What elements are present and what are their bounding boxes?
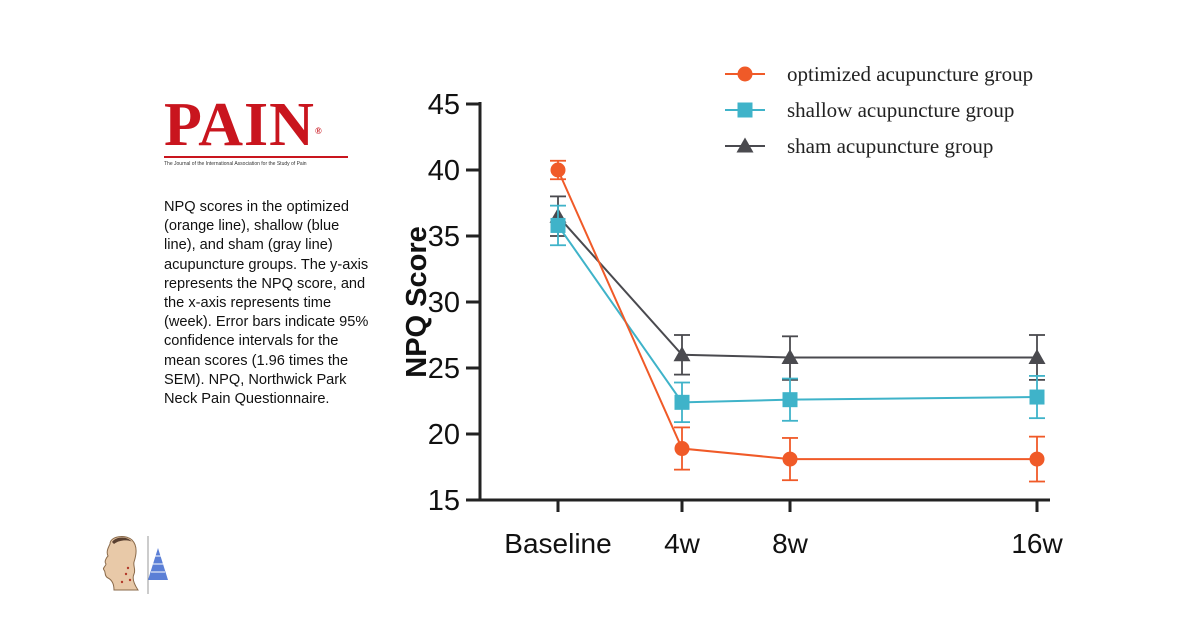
data-point-1-0 [550,217,566,233]
series-1 [550,204,1045,424]
y-axis-title: NPQ Score [401,226,433,378]
x-tick-label-4w: 4w [664,528,701,559]
data-point-0-1 [674,441,690,457]
series-line-2 [557,215,1037,359]
y-tick-label-25: 25 [428,353,460,385]
data-point-0-3 [1029,451,1045,467]
y-tick-label-35: 35 [428,221,460,253]
journal-logo-rule [164,156,348,158]
x-tick-label-16w: 16w [1011,528,1063,559]
legend-label-1: shallow acupuncture group [787,98,1014,122]
data-point-2-3 [1028,348,1046,364]
figure-caption: NPQ scores in the optimized (orange line… [164,199,369,408]
x-tick-label-8w: 8w [772,528,809,559]
data-point-0-2 [782,451,798,467]
head-anatomy-icon [102,536,168,594]
registered-mark: ® [314,126,323,136]
legend-label-2: sham acupuncture group [787,134,993,158]
y-tick-label-20: 20 [428,419,460,451]
series-2 [549,195,1046,381]
series-0 [550,159,1045,483]
data-point-1-2 [782,392,798,408]
npq-line-chart: 15 20 25 30 35 40 45 Baseline 4w 8w 16w NPQ Score o… [401,62,1063,559]
legend-marker-1 [737,102,753,118]
y-tick-label-45: 45 [428,89,460,121]
data-point-0-0 [550,162,566,178]
series-line-1 [557,224,1038,404]
series-line-0 [557,169,1037,461]
y-tick-label-30: 30 [428,287,460,319]
data-point-2-1 [673,346,691,362]
data-point-1-1 [674,394,690,410]
y-tick-label-15: 15 [428,485,460,517]
data-point-1-3 [1029,389,1045,405]
journal-name: PAIN [164,91,315,159]
journal-logo-wordmark: PAIN® [164,94,364,156]
journal-tagline: The Journal of the International Associa… [164,161,307,167]
journal-logo: PAIN® The Journal of the International A… [164,94,364,167]
x-tick-label-Baseline: Baseline [504,528,611,559]
legend-marker-2 [736,137,754,153]
legend-label-0: optimized acupuncture group [787,62,1033,86]
y-tick-label-40: 40 [428,155,460,187]
legend-marker-0 [737,66,753,82]
data-point-2-2 [781,348,799,364]
